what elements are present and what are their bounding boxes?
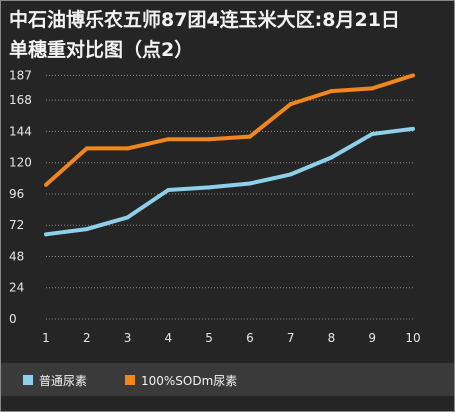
y-tick-label-48: 48 <box>9 249 24 263</box>
legend-swatch-series-1 <box>23 375 33 385</box>
x-tick-label-2: 2 <box>83 331 91 345</box>
data-point-series-1-10 <box>411 126 415 131</box>
data-point-series-2-2 <box>84 146 89 151</box>
x-tick-label-6: 6 <box>246 331 254 345</box>
x-tick-label-9: 9 <box>368 331 376 345</box>
y-tick-label-120: 120 <box>9 156 32 170</box>
series-line-2 <box>44 73 414 187</box>
y-tick-label-144: 144 <box>9 124 32 138</box>
data-point-series-2-3 <box>125 146 130 151</box>
x-tick-label-8: 8 <box>328 331 336 345</box>
chart-plot: 0 24 48 72 96 120 144 168 187 1 2 3 4 5 6 7 8 9 10 <box>9 68 421 345</box>
chart-legend: 普通尿素 100%SODm尿素 <box>1 363 454 396</box>
data-point-series-2-7 <box>288 102 293 107</box>
data-point-series-1-7 <box>288 172 293 177</box>
data-point-series-2-1 <box>44 182 48 187</box>
data-point-series-2-6 <box>247 134 252 139</box>
data-point-series-2-9 <box>370 86 375 91</box>
x-tick-label-7: 7 <box>287 331 295 345</box>
y-tick-label-168: 168 <box>9 93 32 107</box>
data-point-series-1-6 <box>247 181 252 186</box>
x-tick-label-3: 3 <box>124 331 132 345</box>
legend-item-series-2: 100%SODm尿素 <box>125 372 237 388</box>
chart-title: 中石油博乐农五师87团4连玉米大区:8月21日 单穗重对比图（点2） <box>9 9 400 61</box>
x-tick-label-10: 10 <box>405 331 420 345</box>
x-tick-label-1: 1 <box>42 331 50 345</box>
data-point-series-1-9 <box>370 132 375 137</box>
data-point-series-2-4 <box>166 137 171 142</box>
data-point-series-1-2 <box>84 227 89 232</box>
y-tick-label-187: 187 <box>9 68 32 82</box>
data-point-series-1-1 <box>44 232 48 237</box>
legend-item-series-1: 普通尿素 <box>23 372 87 388</box>
legend-swatch-series-2 <box>125 375 135 385</box>
data-point-series-2-5 <box>207 137 212 142</box>
y-tick-label-0: 0 <box>9 312 17 326</box>
y-tick-label-24: 24 <box>9 281 24 295</box>
y-tick-label-72: 72 <box>9 218 24 232</box>
data-point-series-1-8 <box>329 155 334 160</box>
data-point-series-1-3 <box>125 215 130 220</box>
data-point-series-1-5 <box>207 185 212 190</box>
legend-label-series-2: 100%SODm尿素 <box>141 373 238 388</box>
x-tick-label-5: 5 <box>205 331 213 345</box>
series-line-1 <box>45 126 414 237</box>
data-point-series-1-4 <box>166 188 171 193</box>
legend-label-series-1: 普通尿素 <box>39 373 88 388</box>
x-tick-label-4: 4 <box>165 331 173 345</box>
data-point-series-2-10 <box>411 73 415 78</box>
data-point-series-2-8 <box>329 89 334 94</box>
y-tick-label-96: 96 <box>9 187 24 201</box>
